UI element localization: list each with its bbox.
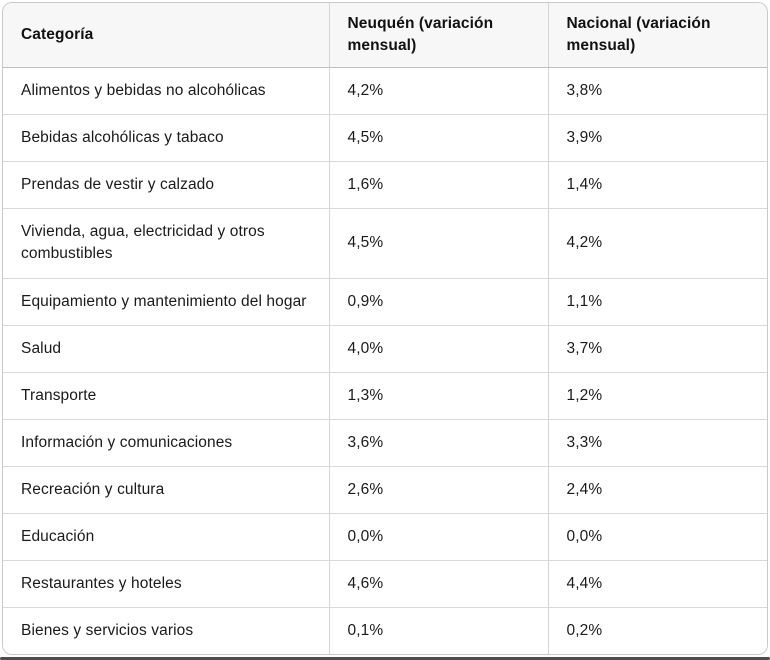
row-nacional-value-cell: 4,4% <box>547 560 767 608</box>
table-row: Bebidas alcohólicas y tabaco 4,5% 3,9% <box>3 114 767 162</box>
row-category-cell: Equipamiento y mantenimiento del hogar <box>3 278 329 326</box>
row-category-cell: Prendas de vestir y calzado <box>3 161 329 209</box>
inflation-table: Categoría Neuquén (variación mensual) Na… <box>3 3 767 654</box>
table-row: Restaurantes y hoteles 4,6% 4,4% <box>3 560 767 608</box>
row-neuquen-value-cell: 4,2% <box>328 67 548 115</box>
row-nacional-value-cell: 3,3% <box>547 419 767 467</box>
table-row: Prendas de vestir y calzado 1,6% 1,4% <box>3 161 767 209</box>
row-nacional-value-cell: 3,7% <box>547 325 767 373</box>
row-neuquen-value-cell: 4,6% <box>328 560 548 608</box>
row-neuquen-value-cell: 4,5% <box>328 114 548 162</box>
column-header-categoria: Categoría <box>3 3 329 68</box>
row-category-cell: Alimentos y bebidas no alcohólicas <box>3 67 329 115</box>
header-row: Categoría Neuquén (variación mensual) Na… <box>3 3 767 68</box>
row-category-cell: Recreación y cultura <box>3 466 329 514</box>
table-body: Alimentos y bebidas no alcohólicas 4,2% 3,… <box>3 67 767 654</box>
bottom-divider <box>0 657 770 660</box>
row-neuquen-value-cell: 3,6% <box>328 419 548 467</box>
row-nacional-value-cell: 0,2% <box>547 607 767 654</box>
row-category-cell: Información y comunicaciones <box>3 419 329 467</box>
table-row: Equipamiento y mantenimiento del hogar 0,… <box>3 278 767 326</box>
row-nacional-value-cell: 1,4% <box>547 161 767 209</box>
table-header: Categoría Neuquén (variación mensual) Na… <box>3 3 767 68</box>
row-category-cell: Transporte <box>3 372 329 420</box>
row-neuquen-value-cell: 1,6% <box>328 161 548 209</box>
row-neuquen-value-cell: 0,1% <box>328 607 548 654</box>
column-header-nacional: Nacional (variación mensual) <box>547 3 767 68</box>
row-category-cell: Vivienda, agua, electricidad y otros com… <box>3 208 329 279</box>
row-nacional-value-cell: 4,2% <box>547 208 767 279</box>
row-category-cell: Restaurantes y hoteles <box>3 560 329 608</box>
row-neuquen-value-cell: 1,3% <box>328 372 548 420</box>
table-row: Educación 0,0% 0,0% <box>3 513 767 561</box>
row-category-cell: Bienes y servicios varios <box>3 607 329 654</box>
row-nacional-value-cell: 1,2% <box>547 372 767 420</box>
table-row: Bienes y servicios varios 0,1% 0,2% <box>3 607 767 654</box>
row-neuquen-value-cell: 0,0% <box>328 513 548 561</box>
table-row: Alimentos y bebidas no alcohólicas 4,2% 3,… <box>3 67 767 115</box>
row-neuquen-value-cell: 4,0% <box>328 325 548 373</box>
row-neuquen-value-cell: 0,9% <box>328 278 548 326</box>
table-row: Recreación y cultura 2,6% 2,4% <box>3 466 767 514</box>
table-row: Salud 4,0% 3,7% <box>3 325 767 373</box>
row-nacional-value-cell: 0,0% <box>547 513 767 561</box>
table-row: Información y comunicaciones 3,6% 3,3% <box>3 419 767 467</box>
row-category-cell: Bebidas alcohólicas y tabaco <box>3 114 329 162</box>
column-header-neuquen: Neuquén (variación mensual) <box>328 3 548 68</box>
table-row: Transporte 1,3% 1,2% <box>3 372 767 420</box>
row-nacional-value-cell: 3,8% <box>547 67 767 115</box>
row-neuquen-value-cell: 4,5% <box>328 208 548 279</box>
row-nacional-value-cell: 3,9% <box>547 114 767 162</box>
row-category-cell: Educación <box>3 513 329 561</box>
row-neuquen-value-cell: 2,6% <box>328 466 548 514</box>
table-row: Vivienda, agua, electricidad y otros com… <box>3 208 767 279</box>
row-nacional-value-cell: 1,1% <box>547 278 767 326</box>
row-category-cell: Salud <box>3 325 329 373</box>
row-nacional-value-cell: 2,4% <box>547 466 767 514</box>
